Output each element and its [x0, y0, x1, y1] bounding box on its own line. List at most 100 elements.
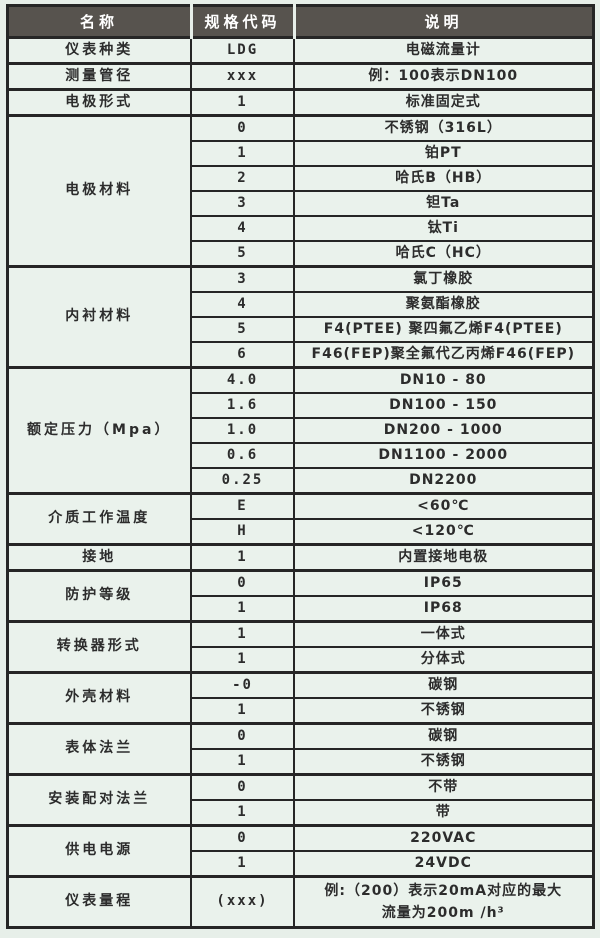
spec-code-value: 0 — [190, 569, 295, 597]
spec-description: 一体式 — [293, 620, 594, 648]
table-row: 测量管径 xxx 例：100表示DN100 — [6, 62, 594, 91]
spec-description: DN200 - 1000 — [293, 417, 594, 444]
group-label: 仪表种类 — [6, 36, 192, 65]
spec-code-value: H — [190, 518, 295, 546]
spec-description: 例：100表示DN100 — [293, 62, 594, 91]
table-row: 内衬材料 3 氯丁橡胶 — [6, 265, 594, 369]
spec-code-value: 1.6 — [190, 392, 295, 419]
spec-description: F4(PTEE) 聚四氟乙烯F4(PTEE) — [293, 316, 594, 343]
spec-description: 24VDC — [293, 850, 594, 878]
spec-description: 哈氏C（HC） — [293, 240, 594, 268]
spec-code-value: 1 — [190, 697, 295, 725]
spec-description: 不锈钢（316L） — [293, 114, 594, 142]
table-row: 1 铂PT — [7, 140, 594, 167]
table-row: 6 F46(FEP)聚全氟代乙丙烯F46(FEP) — [7, 341, 594, 369]
spec-code-value: 3 — [190, 265, 295, 293]
column-header-description: 说明 — [292, 5, 593, 39]
table-row: 2 哈氏B（HB） — [7, 165, 594, 192]
table-row: 0.25 DN2200 — [7, 467, 594, 495]
table-row: 供电电源 0 220VAC — [6, 824, 594, 878]
spec-code-value: 3 — [190, 190, 295, 217]
description-line-1: 例:（200）表示20mA对应的最大 — [324, 883, 563, 899]
table-row: 4 钛Ti — [7, 215, 594, 242]
spec-code-value: 0.6 — [190, 442, 295, 469]
table-row: 3 钽Ta — [7, 190, 594, 217]
column-header-name: 名称 — [7, 5, 191, 39]
table-row: 转换器形式 1 一体式 — [6, 620, 594, 674]
spec-description: 分体式 — [293, 646, 594, 674]
spec-code-value: 1 — [190, 543, 295, 572]
table-row: 4 聚氨酯橡胶 — [7, 291, 594, 318]
table-row: 仪表量程 (xxx) 例:（200）表示20mA对应的最大 流量为200m /h³ — [6, 875, 594, 929]
spec-description: 电磁流量计 — [293, 36, 594, 65]
table-header-row: 名称 规格代码 说明 — [7, 5, 593, 39]
spec-code-value: 1 — [190, 595, 295, 623]
spec-description: F46(FEP)聚全氟代乙丙烯F46(FEP) — [293, 341, 594, 369]
table-row: 额定压力（Mpa） 4.0 DN10 - 80 — [6, 366, 594, 495]
spec-code-value: 0 — [190, 722, 295, 750]
table-row: 电极形式 1 标准固定式 — [6, 88, 594, 117]
table-row: 5 哈氏C（HC） — [7, 240, 594, 268]
table-row: 1.6 DN100 - 150 — [7, 392, 594, 419]
table-row: 安装配对法兰 0 不带 — [6, 773, 594, 827]
table-row: 防护等级 0 IP65 — [6, 569, 594, 623]
spec-code-value: 1 — [190, 850, 295, 878]
spec-code-value: 1.0 — [190, 417, 295, 444]
spec-code-value: -0 — [190, 671, 295, 699]
spec-code-table: 名称 规格代码 说明 仪表种类 LDG 电磁流量计 测量管径 xxx 例：100表示DN1… — [5, 4, 595, 929]
table-row: 1.0 DN200 - 1000 — [7, 417, 594, 444]
table-row: 1 24VDC — [7, 850, 594, 878]
group-label: 安装配对法兰 — [6, 773, 192, 827]
group-label: 防护等级 — [6, 569, 192, 623]
group-label: 仪表量程 — [6, 875, 192, 929]
spec-code-value: 0 — [190, 114, 295, 142]
spec-description: DN100 - 150 — [293, 392, 594, 419]
spec-description: 内置接地电极 — [293, 543, 594, 572]
spec-code-value: 0 — [190, 824, 295, 852]
spec-code-value: LDG — [190, 36, 295, 65]
spec-description: 钽Ta — [293, 190, 594, 217]
table-row: 表体法兰 0 碳钢 — [6, 722, 594, 776]
spec-description: 哈氏B（HB） — [293, 165, 594, 192]
spec-code-value: 1 — [190, 140, 295, 167]
group-label: 转换器形式 — [6, 620, 192, 674]
spec-code-value: 4 — [190, 215, 295, 242]
column-header-spec-code: 规格代码 — [189, 5, 294, 39]
spec-description: 例:（200）表示20mA对应的最大 流量为200m /h³ — [293, 875, 594, 929]
spec-description: 铂PT — [293, 140, 594, 167]
group-label: 供电电源 — [6, 824, 192, 878]
group-label: 额定压力（Mpa） — [6, 366, 192, 495]
spec-code-value: 1 — [190, 88, 295, 117]
group-label: 接地 — [6, 543, 192, 572]
spec-description: 不带 — [293, 773, 594, 801]
table-row: 5 F4(PTEE) 聚四氟乙烯F4(PTEE) — [7, 316, 594, 343]
spec-description: 碳钢 — [293, 722, 594, 750]
spec-code-value: E — [190, 492, 295, 520]
group-label: 电极材料 — [6, 114, 192, 268]
spec-description: 标准固定式 — [293, 88, 594, 117]
spec-description: 不锈钢 — [293, 748, 594, 776]
spec-code-value: 0 — [190, 773, 295, 801]
spec-code-value: 5 — [190, 240, 295, 268]
spec-table-body: 仪表种类 LDG 电磁流量计 测量管径 xxx 例：100表示DN100 电极形式 1 标准固定… — [6, 36, 594, 929]
spec-description: 聚氨酯橡胶 — [293, 291, 594, 318]
spec-code-value: 4.0 — [190, 366, 295, 394]
spec-code-value: 1 — [190, 748, 295, 776]
group-label: 内衬材料 — [6, 265, 192, 369]
group-label: 外壳材料 — [6, 671, 192, 725]
spec-code-value: (xxx) — [190, 875, 295, 929]
table-row: 接地 1 内置接地电极 — [6, 543, 594, 572]
table-row: 1 分体式 — [7, 646, 594, 674]
spec-code-value: 1 — [190, 799, 295, 827]
spec-code-value: 6 — [190, 341, 295, 369]
spec-code-value: 2 — [190, 165, 295, 192]
group-label: 电极形式 — [6, 88, 192, 117]
spec-description: 碳钢 — [293, 671, 594, 699]
spec-code-value: 0.25 — [190, 467, 295, 495]
spec-description: 220VAC — [293, 824, 594, 852]
spec-description: IP65 — [293, 569, 594, 597]
table-row: 介质工作温度 E <60℃ — [6, 492, 594, 546]
spec-description: IP68 — [293, 595, 594, 623]
spec-description: DN10 - 80 — [293, 366, 594, 394]
